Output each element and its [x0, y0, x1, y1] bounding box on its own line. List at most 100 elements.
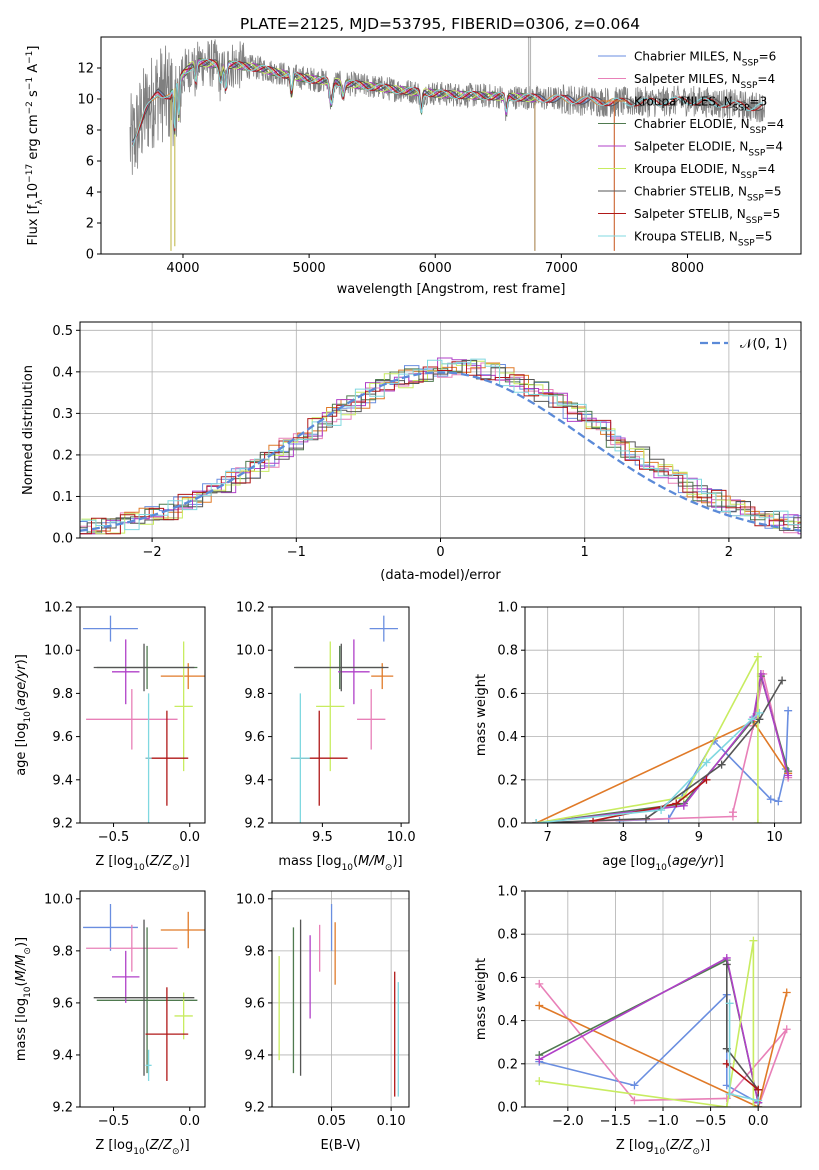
- weight-point-salpeter-elodie: [679, 801, 688, 810]
- z-mass-panel-ylabel-part: M/M: [14, 955, 29, 982]
- z-age-panel-xlabel-part: )]: [180, 854, 190, 869]
- age-weight-panel-xlabel-part: age/yr: [672, 854, 715, 869]
- legend-label-name: Chabrier MILES, N: [634, 50, 742, 64]
- residual-panel-marks: [80, 357, 801, 535]
- z-age-panel-ytick-label: 10.0: [44, 644, 73, 659]
- z-mass-panel-xlabel-part: Z [log: [95, 1138, 133, 1153]
- weight-point-chabrier-stelib: [641, 814, 650, 823]
- mass-age-panel-ytick-label: 10.0: [236, 644, 265, 659]
- z-weight-panel-xtick-label: −0.5: [695, 1114, 727, 1129]
- mass-age-panel-xlabel-part: (: [353, 854, 358, 869]
- z-mass-panel-xlabel-part: ⊙: [172, 1147, 180, 1157]
- residual-panel: −2 −1 0 1 2 0.0 0.1 0.2 0.3 0.4 0.5 𝒩(0, 1) (data-mo…: [21, 321, 802, 583]
- ebv-mass-panel-xtick-label: 0.05: [317, 1114, 346, 1129]
- z-weight-panel-ytick-label: 0.4: [497, 1014, 518, 1029]
- spectrum-panel-xtick-label: 4000: [166, 261, 199, 276]
- mass-age-panel-xlabel-part: 10: [342, 863, 354, 873]
- residual-panel-xtick-label: 0: [436, 545, 444, 560]
- residual-panel-xlabel: (data-model)/error: [380, 568, 501, 583]
- model-spectrum-salpeter-elodie: [170, 59, 537, 134]
- age-weight-panel-xtick-label: 8: [619, 830, 627, 845]
- spectrum-panel-ytick-label: 10: [77, 93, 94, 108]
- age-weight-panel-frame: [524, 606, 802, 824]
- z-age-panel: −0.5 0.09.29.49.69.810.010.2Z [log10(Z/Z⊙…: [14, 601, 206, 873]
- residual-panel-ytick-label: 0.0: [52, 532, 73, 547]
- z-mass-panel-ytick-label: 9.2: [52, 1101, 73, 1116]
- legend-label-sub: SSP: [741, 81, 758, 91]
- weight-point-kroupa-elodie: [753, 652, 762, 661]
- weight-line-kroupa-elodie: [536, 656, 759, 823]
- residual-panel-ylabel: Normed distribution: [21, 365, 36, 495]
- z-mass-panel-ytick-label: 9.4: [52, 1048, 73, 1063]
- weight-point-salpeter-stelib: [754, 1085, 763, 1094]
- mass-age-panel-xtick-label: 10.0: [387, 830, 416, 845]
- z-age-panel-ylabel-part: age [log: [14, 723, 29, 776]
- weight-point-kroupa-stelib: [532, 819, 541, 823]
- z-mass-panel-ylabel: mass [log10(M/M⊙)]: [14, 937, 33, 1061]
- legend-label-sub: SSP: [747, 194, 764, 204]
- legend-label-value: =5: [764, 185, 782, 199]
- residual-panel-ytick-label: 0.3: [52, 407, 73, 422]
- ebv-mass-panel: 0.05 0.10 9.2 9.4 9.6 9.8 10.0 E(B-V): [236, 890, 410, 1153]
- age-weight-panel-xtick-label: 10: [766, 830, 783, 845]
- mass-age-panel-ytick-label: 9.8: [244, 687, 265, 702]
- residual-panel-ytick-label: 0.5: [52, 324, 73, 339]
- legend-label-name: Chabrier ELODIE, N: [634, 117, 750, 131]
- z-weight-panel-xlabel-part: Z [log: [616, 1138, 654, 1153]
- legend-label-kroupa-elodie: Kroupa ELODIE, NSSP=4: [634, 162, 775, 181]
- spectrum-panel-xtick-label: 6000: [419, 261, 452, 276]
- residual-hist-chabrier-elodie: [80, 360, 801, 535]
- spectrum-panel-xtick-label: 8000: [671, 261, 704, 276]
- weight-point-salpeter-miles: [728, 808, 737, 817]
- z-weight-panel-xlabel-part: )]: [700, 1138, 710, 1153]
- legend-label-name: Salpeter ELODIE, N: [634, 140, 748, 154]
- age-weight-panel-ylabel-part: mass weight: [474, 674, 489, 756]
- legend-label-value: =4: [765, 140, 783, 154]
- z-mass-panel-ylabel-part: (: [14, 981, 29, 986]
- z-weight-panel-xtick-label: −1.0: [647, 1114, 679, 1129]
- weight-point-salpeter-miles: [535, 979, 544, 988]
- legend-label-chabrier-miles: Chabrier MILES, NSSP=6: [634, 50, 776, 69]
- legend-label-sub: SSP: [748, 149, 765, 159]
- age-weight-panel-xlabel-part: (: [667, 854, 672, 869]
- age-weight-panel-ytick-label: 0.4: [497, 730, 518, 745]
- weight-point-kroupa-elodie: [749, 1103, 758, 1107]
- spectrum-panel-ylabel-part: s: [26, 90, 41, 101]
- z-mass-panel-xlabel-part: (: [145, 1138, 150, 1153]
- weight-point-salpeter-stelib: [589, 816, 598, 823]
- weight-point-salpeter-miles: [782, 1025, 791, 1034]
- mass-age-panel-ytick-label: 10.2: [236, 601, 265, 616]
- data-spectrum: [129, 39, 767, 175]
- weight-line-chabrier-miles: [539, 992, 759, 1107]
- age-weight-panel-ytick-label: 0.2: [497, 773, 518, 788]
- z-age-panel-ylabel: age [log10(age/yr)]: [14, 654, 33, 776]
- residual-hist-kroupa-stelib: [81, 358, 801, 531]
- z-mass-panel-marks: [83, 904, 205, 1081]
- z-mass-panel-ylabel-part: mass [log: [14, 998, 29, 1061]
- normal-curve: [80, 371, 801, 532]
- residual-hist-salpeter-stelib: [80, 361, 801, 535]
- figure-title: PLATE=2125, MJD=53795, FIBERID=0306, z=0…: [240, 15, 640, 33]
- age-weight-panel-ylabel: mass weight: [474, 674, 489, 756]
- weight-point-salpeter-miles: [630, 1096, 639, 1105]
- weight-point-chabrier-miles: [774, 797, 783, 806]
- residual-hist-chabrier-stelib: [80, 359, 801, 531]
- legend-label-sub: SSP: [741, 171, 758, 181]
- legend-label-sub: SSP: [742, 59, 759, 69]
- legend-label-sub: SSP: [746, 216, 763, 226]
- weight-point-salpeter-stelib: [672, 799, 681, 808]
- z-weight-panel-ylabel: mass weight: [474, 958, 489, 1040]
- legend-label-name: Kroupa STELIB, N: [634, 230, 738, 244]
- age-weight-panel-xlabel: age [log10(age/yr)]: [602, 854, 724, 873]
- weight-point-chabrier-miles: [784, 706, 793, 715]
- z-mass-panel-ylabel-part: )]: [14, 937, 29, 947]
- z-mass-panel-frame: [79, 890, 206, 1108]
- ebv-mass-panel-grid: [272, 891, 409, 1108]
- age-weight-panel-xlabel-part: )]: [714, 854, 724, 869]
- z-mass-panel-xlabel: Z [log10(Z/Z⊙)]: [95, 1138, 189, 1157]
- age-weight-panel-ytick-label: 1.0: [497, 601, 518, 616]
- weight-point-salpeter-stelib: [702, 775, 711, 784]
- z-weight-panel-xlabel-part: (: [665, 1138, 670, 1153]
